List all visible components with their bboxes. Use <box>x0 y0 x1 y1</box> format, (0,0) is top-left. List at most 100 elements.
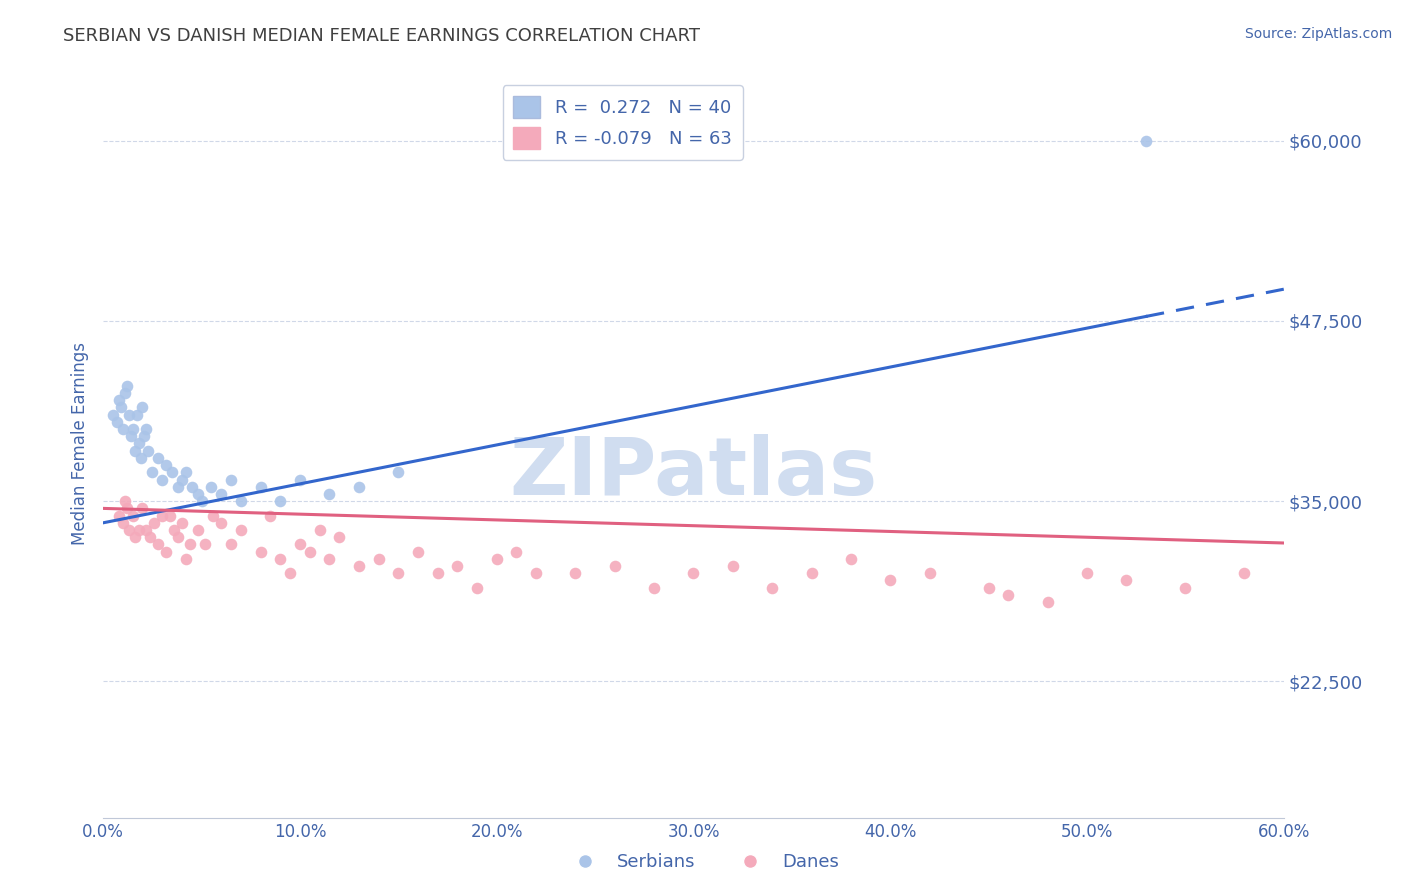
Legend: Serbians, Danes: Serbians, Danes <box>560 847 846 879</box>
Point <box>170 473 193 487</box>
Point <box>187 523 209 537</box>
Point <box>209 516 232 530</box>
Point <box>465 581 488 595</box>
Point <box>269 494 291 508</box>
Point <box>121 508 143 523</box>
Point <box>128 436 150 450</box>
Point <box>143 516 166 530</box>
Point <box>387 466 409 480</box>
Point <box>219 473 242 487</box>
Point <box>159 508 181 523</box>
Point <box>118 523 141 537</box>
Point <box>288 537 311 551</box>
Point <box>1233 566 1256 581</box>
Point <box>120 429 142 443</box>
Point <box>219 537 242 551</box>
Point <box>839 552 862 566</box>
Legend: R =  0.272   N = 40, R = -0.079   N = 63: R = 0.272 N = 40, R = -0.079 N = 63 <box>502 85 742 160</box>
Point <box>180 480 202 494</box>
Point <box>249 480 271 494</box>
Point <box>800 566 823 581</box>
Point <box>138 443 160 458</box>
Point <box>115 379 138 393</box>
Point <box>114 494 136 508</box>
Point <box>148 450 170 465</box>
Point <box>259 508 281 523</box>
Point <box>155 544 177 558</box>
Point <box>139 530 162 544</box>
Point <box>278 566 301 581</box>
Point <box>187 487 209 501</box>
Text: ZIPatlas: ZIPatlas <box>509 434 877 513</box>
Point <box>135 422 157 436</box>
Point <box>101 408 124 422</box>
Point <box>167 530 190 544</box>
Point <box>134 429 156 443</box>
Point <box>108 393 131 408</box>
Point <box>446 559 468 574</box>
Text: Source: ZipAtlas.com: Source: ZipAtlas.com <box>1244 27 1392 41</box>
Point <box>124 530 146 544</box>
Point <box>118 408 141 422</box>
Point <box>167 480 190 494</box>
Point <box>111 516 134 530</box>
Point <box>406 544 429 558</box>
Point <box>918 566 941 581</box>
Point <box>229 523 252 537</box>
Point <box>174 552 197 566</box>
Point <box>524 566 547 581</box>
Point <box>155 458 177 472</box>
Point <box>318 487 340 501</box>
Point <box>141 466 163 480</box>
Point <box>298 544 321 558</box>
Point <box>124 443 146 458</box>
Point <box>387 566 409 581</box>
Point <box>163 523 186 537</box>
Point <box>318 552 340 566</box>
Point <box>564 566 586 581</box>
Point <box>105 415 128 429</box>
Point <box>485 552 508 566</box>
Point <box>1115 574 1137 588</box>
Point <box>128 523 150 537</box>
Point <box>721 559 744 574</box>
Point <box>111 422 134 436</box>
Point <box>308 523 330 537</box>
Point <box>170 516 193 530</box>
Point <box>179 537 201 551</box>
Point <box>643 581 665 595</box>
Point <box>200 480 222 494</box>
Point <box>505 544 527 558</box>
Point <box>202 508 225 523</box>
Point <box>174 466 197 480</box>
Point <box>288 473 311 487</box>
Point <box>190 494 212 508</box>
Point <box>129 450 152 465</box>
Point <box>150 473 173 487</box>
Point <box>879 574 901 588</box>
Point <box>997 588 1019 602</box>
Point <box>131 501 153 516</box>
Point <box>977 581 1000 595</box>
Point <box>426 566 449 581</box>
Point <box>1076 566 1098 581</box>
Point <box>603 559 626 574</box>
Text: SERBIAN VS DANISH MEDIAN FEMALE EARNINGS CORRELATION CHART: SERBIAN VS DANISH MEDIAN FEMALE EARNINGS… <box>63 27 700 45</box>
Point <box>150 508 173 523</box>
Point <box>249 544 271 558</box>
Point <box>135 523 157 537</box>
Point <box>121 422 143 436</box>
Point <box>367 552 389 566</box>
Point <box>269 552 291 566</box>
Point <box>160 466 183 480</box>
Point <box>114 386 136 401</box>
Point <box>125 408 148 422</box>
Point <box>229 494 252 508</box>
Point <box>1036 595 1059 609</box>
Point <box>131 401 153 415</box>
Point <box>108 508 131 523</box>
Point <box>682 566 704 581</box>
Point <box>115 501 138 516</box>
Point <box>194 537 217 551</box>
Y-axis label: Median Female Earnings: Median Female Earnings <box>72 342 89 545</box>
